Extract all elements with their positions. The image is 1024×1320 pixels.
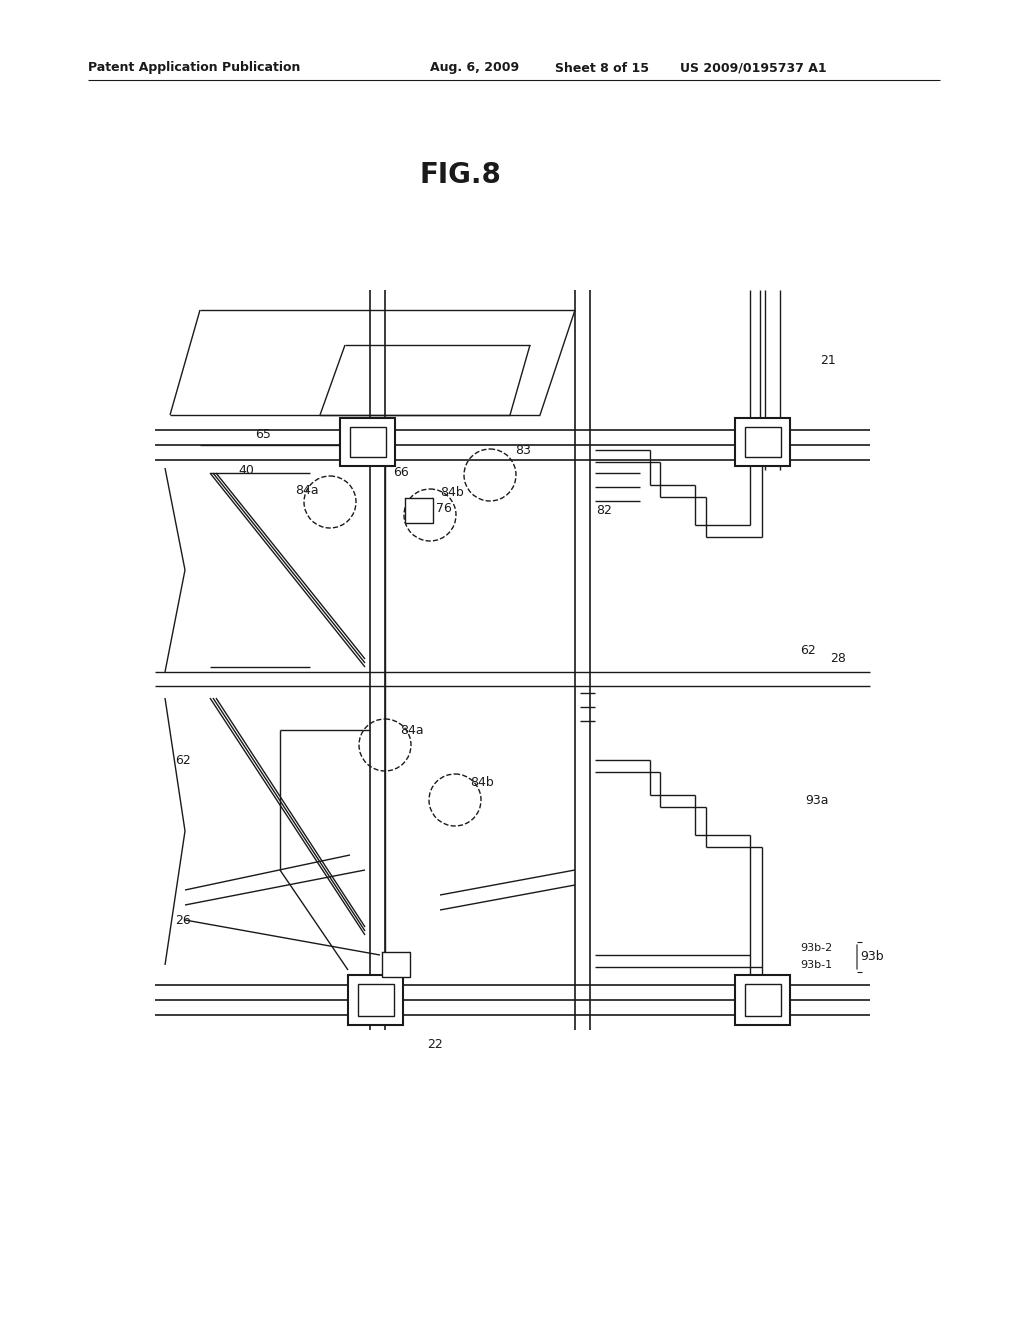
- Text: 84b: 84b: [470, 776, 494, 788]
- Bar: [745, 983, 781, 1016]
- Bar: [735, 418, 790, 466]
- Text: 26: 26: [175, 913, 190, 927]
- Bar: [382, 952, 410, 977]
- Text: US 2009/0195737 A1: US 2009/0195737 A1: [680, 62, 826, 74]
- Text: 65: 65: [255, 429, 271, 441]
- Text: 93b-1: 93b-1: [800, 960, 833, 970]
- Bar: [350, 426, 386, 457]
- Bar: [735, 975, 790, 1026]
- Text: 93a: 93a: [805, 793, 828, 807]
- Text: 84a: 84a: [295, 483, 318, 496]
- Bar: [406, 498, 433, 523]
- Text: 22: 22: [427, 1039, 442, 1052]
- Text: 76: 76: [436, 502, 452, 515]
- Text: 83: 83: [515, 444, 530, 457]
- Text: Patent Application Publication: Patent Application Publication: [88, 62, 300, 74]
- Text: 84b: 84b: [440, 486, 464, 499]
- Text: Aug. 6, 2009: Aug. 6, 2009: [430, 62, 519, 74]
- Bar: [358, 983, 394, 1016]
- Text: FIG.8: FIG.8: [419, 161, 501, 189]
- Text: 40: 40: [238, 463, 254, 477]
- Text: 62: 62: [175, 754, 190, 767]
- Bar: [340, 418, 395, 466]
- Text: 66: 66: [393, 466, 409, 479]
- Text: 93b-2: 93b-2: [800, 942, 833, 953]
- Bar: [745, 426, 781, 457]
- Bar: [348, 975, 403, 1026]
- Text: 62: 62: [800, 644, 816, 656]
- Text: 93b: 93b: [860, 949, 884, 962]
- Text: Sheet 8 of 15: Sheet 8 of 15: [555, 62, 649, 74]
- Text: 84a: 84a: [400, 723, 424, 737]
- Text: 28: 28: [830, 652, 846, 664]
- Text: 21: 21: [820, 354, 836, 367]
- Text: 82: 82: [596, 503, 612, 516]
